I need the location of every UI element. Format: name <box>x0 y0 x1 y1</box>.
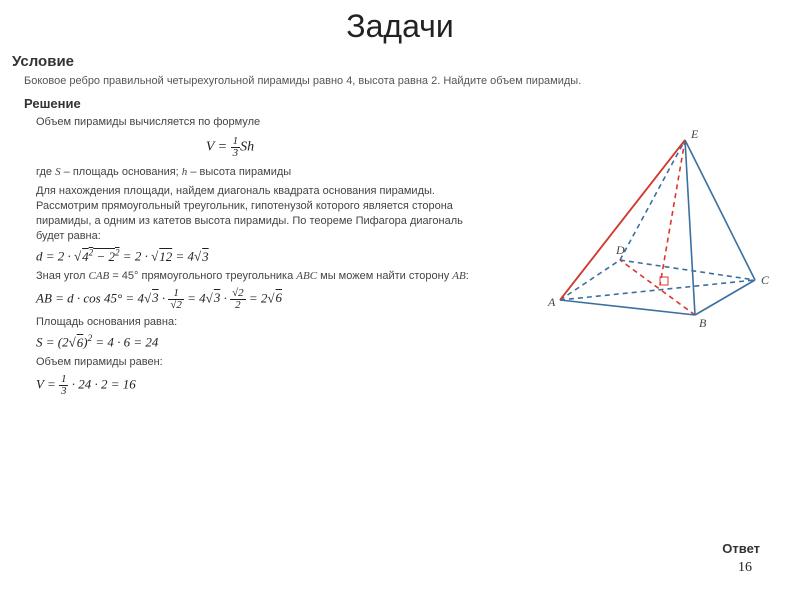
answer-value: 16 <box>738 560 752 576</box>
solution-line5: Площадь основания равна: <box>36 315 476 330</box>
solution-line2: где S – площадь основания; h – высота пи… <box>36 165 476 180</box>
svg-text:A: A <box>547 295 556 309</box>
svg-text:D: D <box>615 243 625 257</box>
solution-heading: Решение <box>24 96 800 111</box>
problem-statement: Боковое ребро правильной четырехугольной… <box>24 74 788 88</box>
answer-label: Ответ <box>722 541 760 556</box>
pyramid-diagram: A B C D E <box>545 130 775 330</box>
solution-line6: Объем пирамиды равен: <box>36 355 476 370</box>
formula-s: S = (2√6)2 = 4 · 6 = 24 <box>36 333 788 350</box>
solution-line4: Зная угол CAB = 45° прямоугольного треуг… <box>36 269 476 284</box>
page-title: Задачи <box>0 0 800 49</box>
condition-heading: Условие <box>12 53 800 70</box>
formula-v: V = 13 · 24 · 2 = 16 <box>36 374 788 397</box>
svg-text:C: C <box>761 273 770 287</box>
solution-line1: Объем пирамиды вычисляется по формуле <box>36 115 476 130</box>
solution-line3: Для нахождения площади, найдем диагональ… <box>36 184 476 243</box>
svg-text:E: E <box>690 130 699 141</box>
svg-text:B: B <box>699 316 707 330</box>
formula-volume: V = 13Sh <box>0 136 460 159</box>
